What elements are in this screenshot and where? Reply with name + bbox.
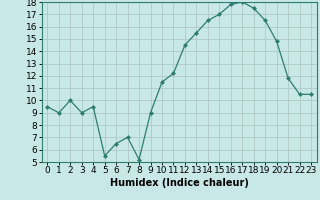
X-axis label: Humidex (Indice chaleur): Humidex (Indice chaleur) — [110, 178, 249, 188]
